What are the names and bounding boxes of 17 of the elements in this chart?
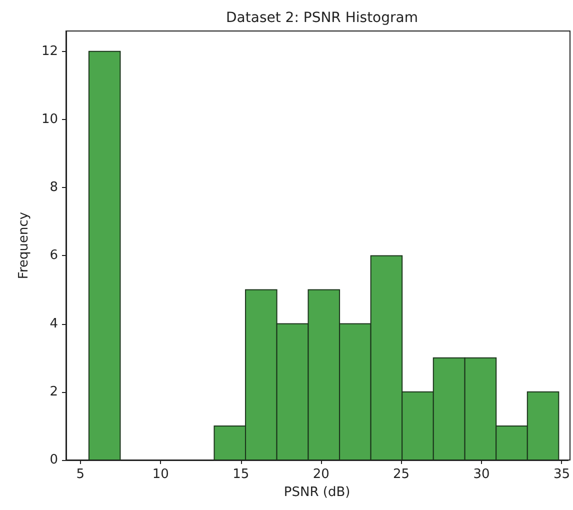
y-tick-label: 12: [41, 44, 58, 59]
chart-title: Dataset 2: PSNR Histogram: [226, 10, 418, 26]
x-tick-label: 35: [553, 467, 570, 482]
y-tick-label: 4: [50, 316, 58, 332]
x-tick-label: 20: [312, 467, 330, 482]
y-axis-title: Frequency: [16, 212, 32, 280]
x-tick-label: 30: [473, 467, 490, 482]
x-axis-title: PSNR (dB): [284, 485, 350, 500]
y-tick-label: 10: [41, 112, 58, 128]
x-tick-label: 10: [152, 467, 169, 482]
y-tick-label: 0: [50, 452, 58, 468]
x-tick-label: 5: [76, 467, 85, 482]
x-tick-label: 15: [232, 467, 250, 482]
y-tick-label: 8: [50, 180, 58, 196]
x-tick-label: 25: [393, 467, 410, 482]
y-tick-label: 6: [50, 248, 58, 264]
y-tick-label: 2: [50, 384, 58, 400]
